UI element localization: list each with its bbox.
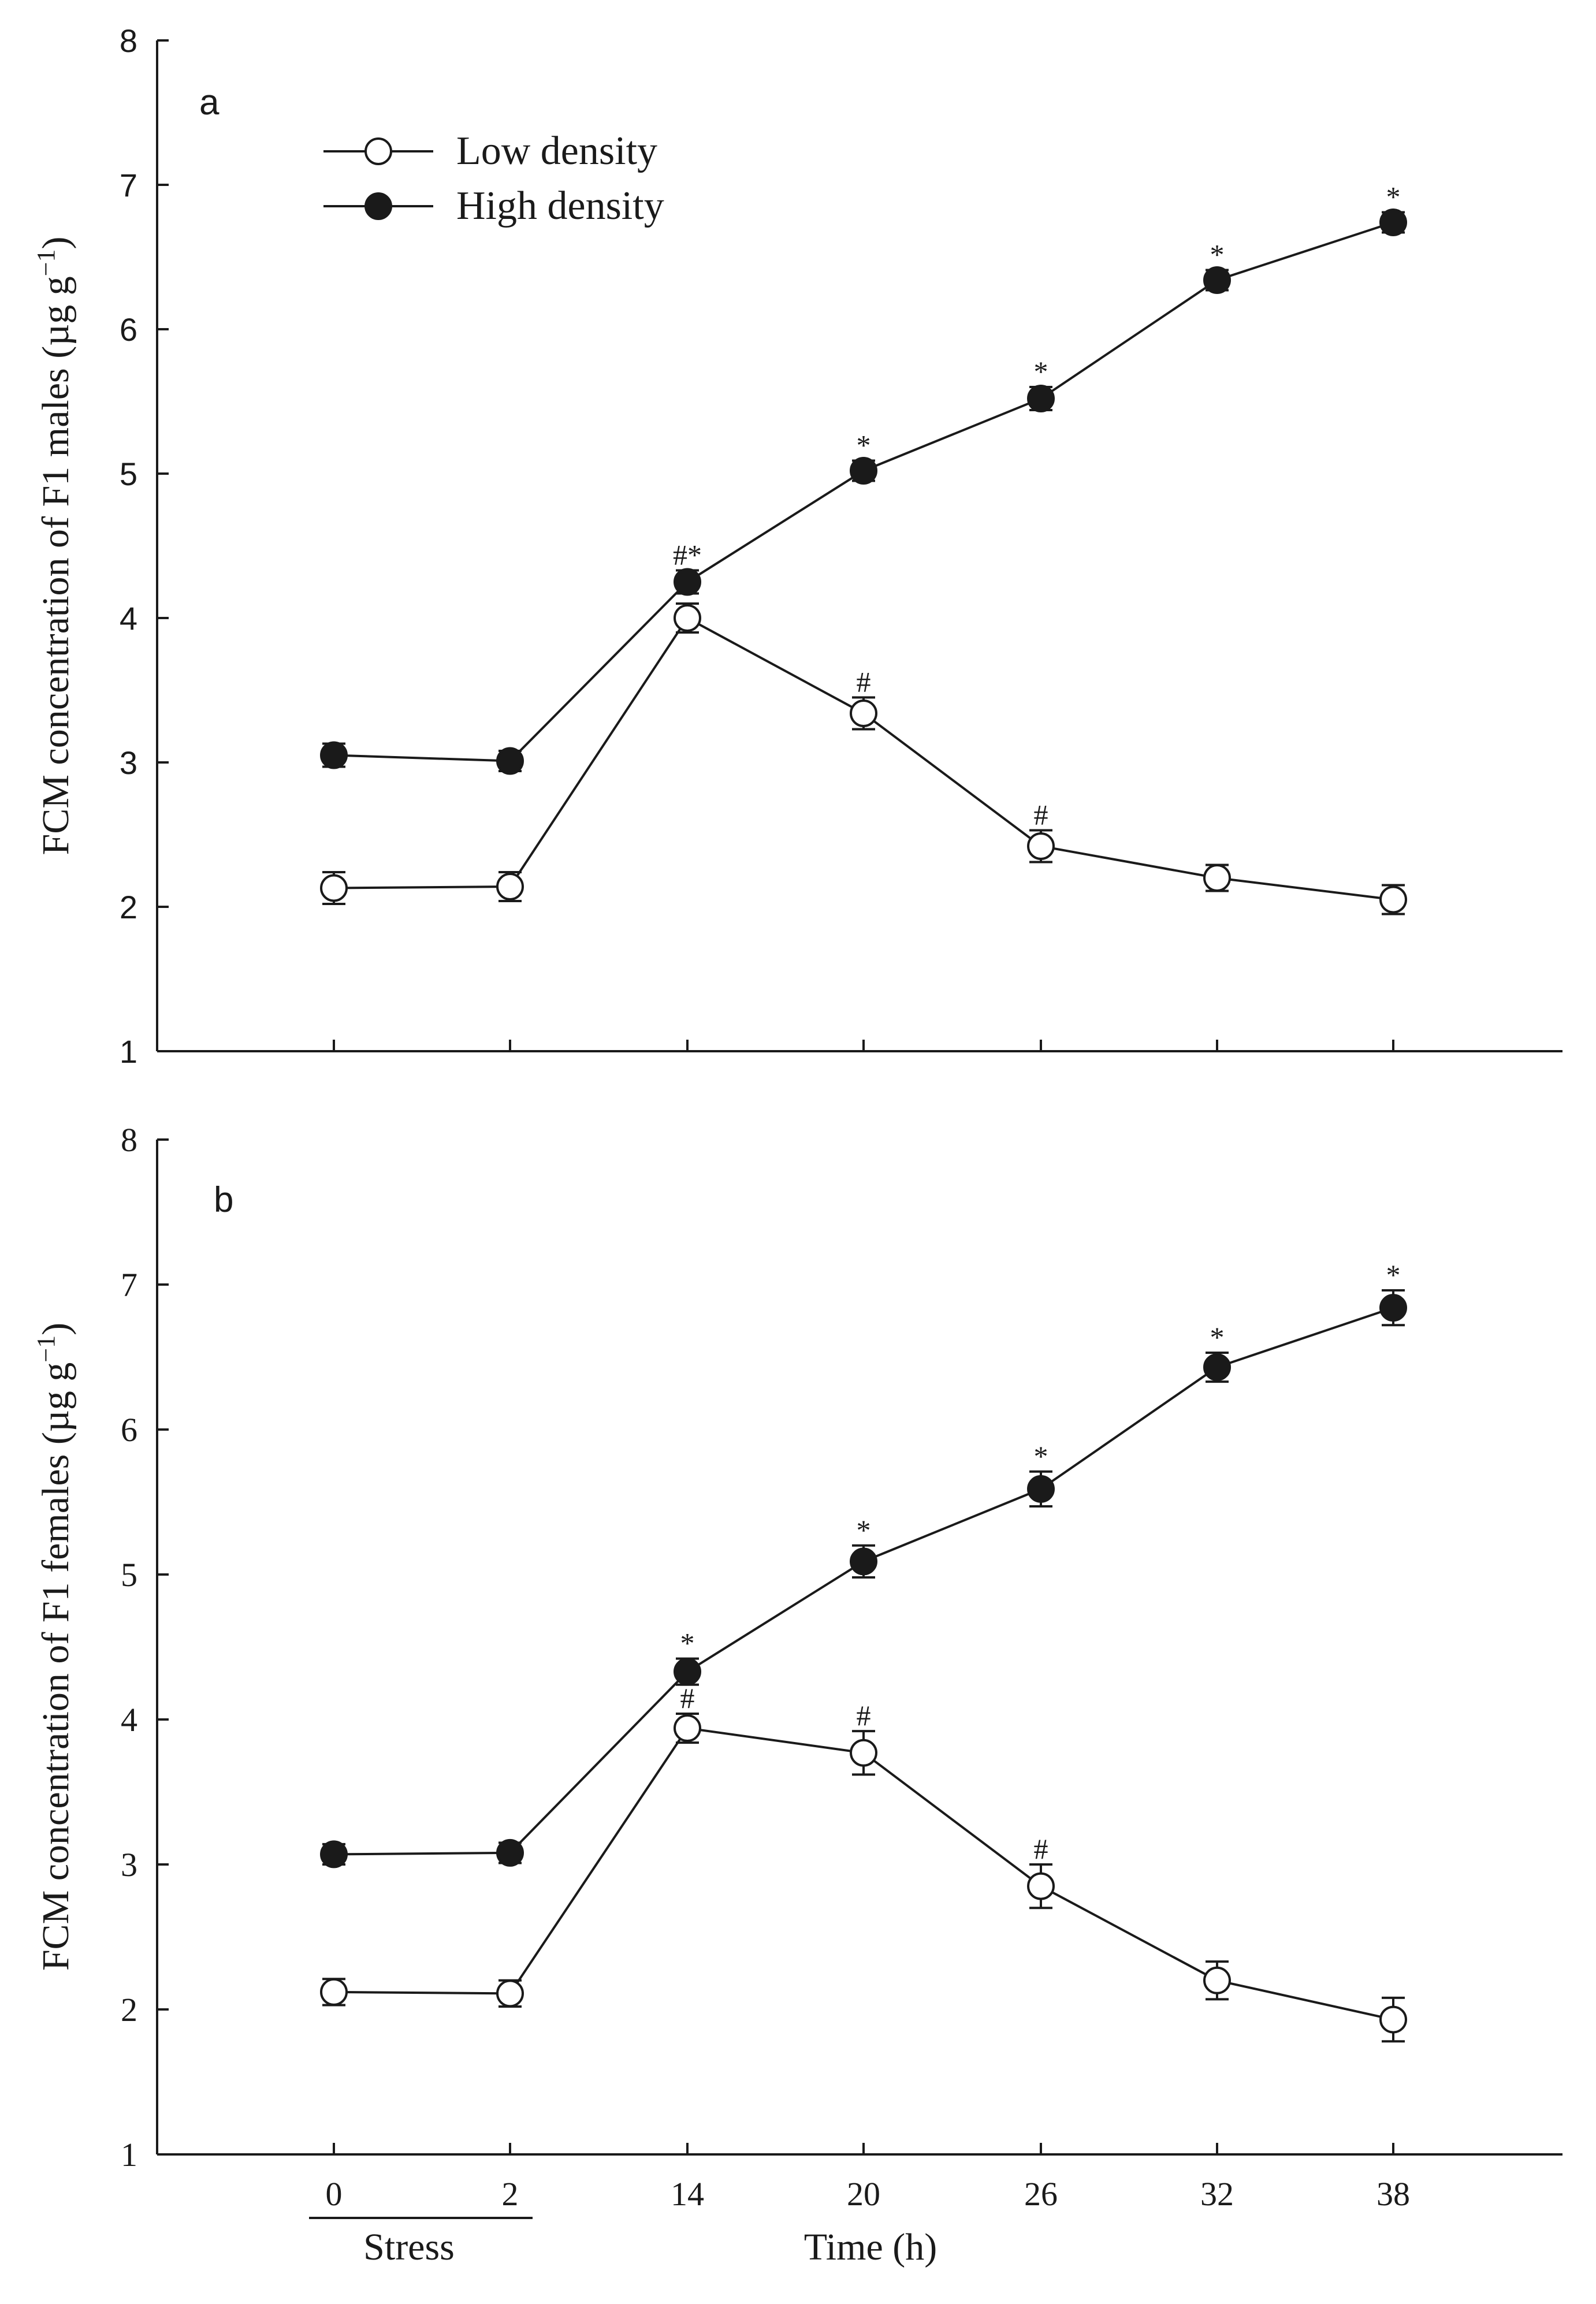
legend-marker-low: [364, 137, 392, 165]
legend-item-low-density: Low density: [323, 129, 657, 173]
panel-a-y-axis-title: FCM concentration of F1 males (µg g−1): [32, 236, 77, 855]
panel-a-high-density-significance-mark: *: [1386, 181, 1401, 213]
panel-b-x-ticks: 0 2 14 20 26 32 38: [326, 2143, 1410, 2213]
panel-b-low-density-significance-mark: #: [857, 1699, 871, 1732]
legend-label-high-density: High density: [456, 184, 664, 228]
panel-a-plot-area: [156, 40, 1562, 1052]
panel-b-high-density-point: [674, 1658, 701, 1686]
panel-a-low-density-point: [1203, 864, 1231, 892]
panel-b-high-density-significance-mark: *: [1210, 1321, 1225, 1353]
panel-b-y-tick-label: 2: [121, 1991, 137, 2028]
panel-a-y-tick-label: 6: [120, 311, 137, 348]
panel-a-low-density-point: [674, 604, 701, 632]
panel-b-low-density-point: [496, 1979, 524, 2008]
panel-a-high-density-point: [320, 741, 348, 769]
panel-b-y-ticks: 1 2 3 4 5 6 7 8: [121, 1121, 169, 2173]
legend: Low density High density: [323, 129, 664, 228]
panel-a-label: a: [199, 83, 220, 122]
panel-b-high-density-significance-mark: *: [1034, 1440, 1048, 1472]
stress-label: Stress: [363, 2226, 455, 2268]
panel-b-y-tick-label: 8: [121, 1121, 137, 1159]
x-axis-title: Time (h): [804, 2226, 937, 2268]
panel-a-high-density-point: [1203, 266, 1231, 294]
panel-a-low-density-point: [1027, 832, 1055, 860]
panel-b-plot-area: [156, 1140, 1562, 2156]
panel-a-y-ticks: 1 2 3 4 5 6 7 8: [120, 23, 169, 1070]
x-tick-label-2: 2: [502, 2175, 519, 2213]
panel-a-y-tick-label: 2: [120, 889, 137, 925]
panel-a-high-density-significance-mark: *: [1034, 355, 1048, 388]
x-tick-label-32: 32: [1200, 2175, 1234, 2213]
panel-b-females: 1 2 3 4 5 6 7 8 0 2 14 20 26 32 38 # # # * * * * * b FCM con…: [32, 1121, 1562, 2268]
panel-a-low-density-line: [333, 616, 1394, 901]
panel-a-low-density-point: [496, 873, 524, 900]
panel-b-low-density-point: [1379, 2005, 1407, 2034]
panel-b-low-density-point: [1027, 1872, 1055, 1900]
panel-a-y-tick-label: 4: [120, 600, 137, 637]
panel-b-high-density-point: [1027, 1475, 1055, 1503]
panel-b-high-density-significance-mark: *: [1386, 1259, 1401, 1291]
panel-a-high-density-point: [850, 457, 877, 485]
panel-a-low-density-significance-mark: #: [857, 666, 871, 698]
panel-a-y-tick-label: 3: [120, 745, 137, 781]
panel-b-low-density-point: [1203, 1966, 1231, 1994]
panel-b-high-density-point: [320, 1840, 348, 1868]
panel-b-low-density-point: [320, 1978, 348, 2006]
panel-b-low-density-point: [674, 1714, 701, 1743]
x-tick-label-0: 0: [326, 2175, 343, 2213]
panel-b-y-tick-label: 1: [121, 2136, 137, 2173]
panel-b-high-density-significance-mark: *: [680, 1627, 695, 1659]
panel-a-low-density-point: [320, 874, 348, 902]
panel-b-high-density-point: [1379, 1294, 1407, 1322]
panel-b-low-density-point: [850, 1739, 877, 1767]
panel-b-low-density-significance-mark: #: [680, 1682, 695, 1714]
panel-a-high-density-significance-mark: #*: [673, 539, 702, 571]
panel-b-y-tick-label: 5: [121, 1556, 137, 1594]
panel-b-high-density-point: [1203, 1353, 1231, 1382]
panel-a-low-density-significance-mark: #: [1034, 799, 1048, 831]
panel-a-high-density-point: [1027, 385, 1055, 412]
panel-b-high-density-significance-mark: *: [857, 1514, 871, 1546]
panel-b-low-density-significance-mark: #: [1034, 1833, 1048, 1865]
panel-b-y-tick-label: 7: [121, 1266, 137, 1304]
panel-a-high-density-point: [674, 568, 701, 596]
panel-b-y-tick-label: 4: [121, 1701, 137, 1739]
panel-a-males: 1 2 3 4 5 6 7 8 # # #* * * * * a FCM concentration of…: [32, 23, 1562, 1070]
panel-b-y-tick-label: 3: [121, 1846, 137, 1884]
panel-a-y-tick-label: 5: [120, 456, 137, 492]
panel-b-high-density-point: [496, 1838, 524, 1867]
legend-item-high-density: High density: [323, 184, 664, 228]
x-tick-label-38: 38: [1376, 2175, 1410, 2213]
panel-a-y-tick-label: 7: [120, 167, 137, 203]
x-tick-label-14: 14: [671, 2175, 704, 2213]
panel-a-series: # # #* * * * *: [320, 181, 1407, 915]
legend-marker-high: [364, 192, 392, 220]
legend-label-low-density: Low density: [456, 129, 657, 173]
panel-a-x-ticks: [333, 1040, 1394, 1051]
panel-a-y-tick-label: 8: [120, 23, 137, 59]
panel-a-high-density-significance-mark: *: [857, 429, 871, 461]
panel-b-high-density-point: [850, 1547, 877, 1576]
panel-a-low-density-point: [850, 699, 877, 727]
panel-a-high-density-point: [496, 747, 524, 775]
panel-a-y-tick-label: 1: [120, 1033, 137, 1070]
panel-a-high-density-point: [1379, 209, 1407, 236]
x-tick-label-20: 20: [847, 2175, 880, 2213]
panel-b-y-tick-label: 6: [121, 1411, 137, 1449]
panel-a-high-density-significance-mark: *: [1210, 239, 1225, 271]
panel-b-series: # # # * * * * *: [320, 1259, 1407, 2043]
panel-b-label: b: [214, 1180, 233, 1220]
panel-b-y-axis-title: FCM concentration of F1 females (µg g−1): [32, 1323, 77, 1971]
panel-a-low-density-point: [1379, 885, 1407, 914]
x-tick-label-26: 26: [1024, 2175, 1058, 2213]
